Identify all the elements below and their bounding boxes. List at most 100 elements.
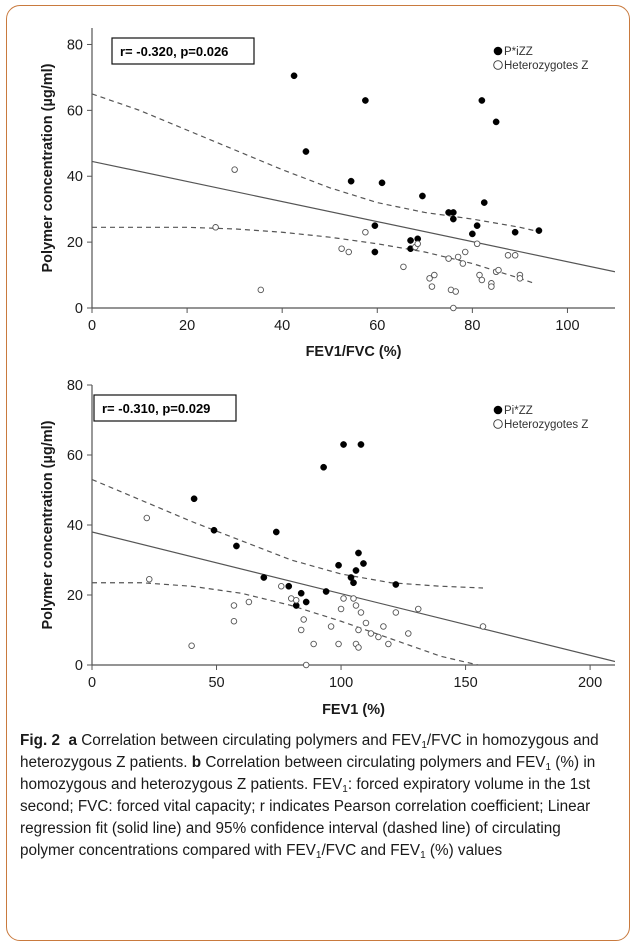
data-point-heterozygous [245,598,253,606]
caption-part-a-text-2: /FVC in homozygous and heterozygous Z pa… [20,732,599,771]
caption-sub-5: 1 [420,850,426,861]
data-point-heterozygous [212,224,219,231]
data-point-heterozygous [426,275,433,282]
stat-label: r= -0.310, p=0.029 [102,401,210,416]
data-point-homozygous [233,542,240,550]
data-point-homozygous [290,72,298,80]
data-point-heterozygous [479,623,487,630]
y-tick-label: 80 [67,378,83,394]
caption-sub-3: 1 [342,784,348,795]
y-tick-label: 40 [67,169,83,185]
data-point-heterozygous [454,253,462,261]
data-point-heterozygous [327,623,335,630]
y-tick-label: 80 [67,37,83,53]
y-tick-label: 40 [67,518,83,534]
legend-marker-filled [493,46,503,56]
stat-box [111,37,255,65]
caption-sub-2: 1 [545,762,552,773]
data-point-homozygous [347,177,355,185]
data-point-heterozygous [362,619,370,627]
legend-label: Heterozygotes Z [504,60,588,72]
data-point-heterozygous [504,252,512,259]
data-point-heterozygous [335,640,342,648]
data-point-heterozygous [355,626,362,634]
caption-part-a-label: a [68,732,77,749]
caption-part-b-label: b [191,754,202,771]
data-point-homozygous [511,228,519,236]
stat-label: r= -0.320, p=0.026 [120,44,228,59]
caption-sub-4: 1 [315,850,322,861]
figure-charts: 0 20 40 60 80 0 20 40 60 80 100 FEV1/FVC (%) Polymer… [40,28,615,718]
data-point-homozygous [449,215,457,223]
data-point-homozygous [302,148,310,155]
caption-part-b-text-1: Correlation between circulating polymers… [205,754,546,771]
ci-lower-line [92,582,479,665]
data-point-heterozygous [450,304,457,312]
y-tick-label: 0 [75,301,83,317]
data-point-homozygous [190,495,198,503]
data-point-heterozygous [414,240,421,248]
x-tick-label: 50 [208,675,224,691]
y-axis-title: Polymer concentration (µg/ml) [40,420,56,629]
legend-marker-hollow [493,419,503,429]
y-tick-label: 0 [75,658,83,674]
data-point-homozygous [480,199,488,206]
data-point-heterozygous [352,602,360,609]
data-point-heterozygous [473,240,481,248]
data-point-heterozygous [345,248,352,256]
data-point-homozygous [260,574,268,581]
legend-marker-filled [493,405,503,415]
data-point-heterozygous [459,260,467,267]
data-point-heterozygous [302,661,310,669]
data-point-heterozygous [511,252,519,259]
data-point-heterozygous [452,288,459,295]
chart-panel-a: 0 20 40 60 80 0 20 40 60 80 100 FEV1/FVC (%) Polymer… [40,28,615,360]
data-point-heterozygous [495,266,502,274]
data-point-heterozygous [297,626,305,634]
data-point-heterozygous [385,640,392,648]
chart-panel-b: 0 20 40 60 80 0 50 100 150 200 FEV1 (%) Polymer con… [40,378,615,718]
caption-part-b-text-4: /FVC and FEV [321,842,421,859]
data-point-homozygous [320,463,327,471]
data-point-heterozygous [380,623,387,630]
data-point-homozygous [297,589,305,597]
data-point-homozygous [210,526,218,534]
x-tick-label: 80 [464,318,480,334]
ci-upper-line [92,478,484,589]
ci-lower-line [92,226,535,284]
data-point-heterozygous [357,609,365,616]
data-point-homozygous [335,561,342,569]
data-point-homozygous [357,441,365,448]
y-tick-label: 20 [67,235,83,251]
data-point-heterozygous [415,605,422,613]
data-point-heterozygous [431,271,438,279]
data-point-heterozygous [340,595,347,602]
data-point-homozygous [360,560,367,567]
data-point-heterozygous [461,248,469,256]
data-point-heterozygous [231,166,238,173]
data-point-homozygous [350,579,357,587]
y-axis-title: Polymer concentration (µg/ml) [40,63,56,272]
data-point-heterozygous [355,644,362,651]
x-axis-title: FEV1/FVC (%) [306,344,402,360]
data-point-homozygous [371,222,379,229]
data-point-heterozygous [292,597,300,604]
data-point-heterozygous [392,609,400,616]
x-tick-label: 60 [369,318,385,334]
caption-part-a-text-1: Correlation between circulating polymers… [81,732,422,749]
x-tick-label: 150 [453,675,477,691]
stat-box [93,394,237,422]
data-point-heterozygous [488,283,495,290]
caption-part-b-text-2: (%) in homozygous and heterozygous Z pat… [20,754,596,793]
data-point-heterozygous [310,640,317,648]
figure-caption: Fig. 2 a Correlation between circulating… [20,730,616,862]
data-point-homozygous [355,549,362,557]
data-point-heterozygous [445,255,452,262]
x-tick-label: 0 [88,675,96,691]
regression-fit-line [92,160,615,273]
data-point-heterozygous [338,245,345,252]
data-point-heterozygous [400,263,407,271]
x-tick-label: 100 [329,675,353,691]
x-tick-label: 100 [555,318,579,334]
data-point-homozygous [362,97,369,104]
